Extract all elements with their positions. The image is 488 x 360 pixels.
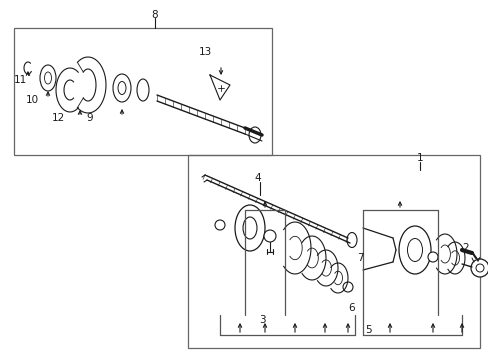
Text: 8: 8: [151, 10, 158, 20]
Ellipse shape: [346, 233, 356, 248]
Text: 6: 6: [348, 303, 355, 313]
Ellipse shape: [243, 217, 257, 239]
Text: 7: 7: [356, 253, 363, 263]
Text: 11: 11: [13, 75, 26, 85]
Circle shape: [264, 230, 275, 242]
Circle shape: [427, 252, 437, 262]
Ellipse shape: [398, 226, 430, 274]
Bar: [14, 28, 271, 155]
Text: 10: 10: [25, 95, 39, 105]
Ellipse shape: [248, 127, 261, 143]
Ellipse shape: [40, 65, 56, 91]
Text: 9: 9: [86, 113, 93, 123]
Bar: [187, 155, 479, 348]
Text: 4: 4: [254, 173, 261, 183]
Ellipse shape: [118, 81, 126, 94]
Text: 3: 3: [258, 315, 265, 325]
Circle shape: [470, 259, 488, 277]
Text: 13: 13: [198, 47, 211, 57]
Text: 1: 1: [416, 153, 423, 163]
Ellipse shape: [137, 79, 149, 101]
Ellipse shape: [407, 238, 422, 261]
Circle shape: [342, 282, 352, 292]
Ellipse shape: [235, 205, 264, 251]
Ellipse shape: [113, 74, 131, 102]
Circle shape: [475, 264, 483, 272]
Circle shape: [215, 220, 224, 230]
Text: 2: 2: [461, 243, 468, 253]
Ellipse shape: [44, 72, 51, 84]
Text: 5: 5: [364, 325, 370, 335]
Text: 12: 12: [51, 113, 64, 123]
